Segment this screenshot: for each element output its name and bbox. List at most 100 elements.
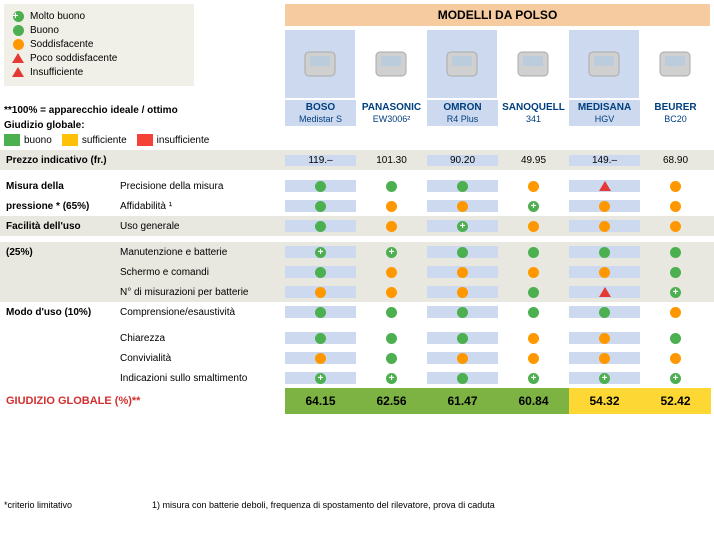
row-label-criterion: Comprensione/esaustività bbox=[120, 307, 285, 318]
giudizio-label: Giudizio globale: bbox=[4, 120, 85, 131]
data-cell bbox=[569, 306, 640, 318]
row-label-criterion: Convivialità bbox=[120, 353, 285, 364]
data-cell: 119.– bbox=[285, 155, 356, 166]
brand-name: PANASONIC bbox=[358, 102, 425, 113]
device-icon bbox=[300, 44, 340, 84]
global-row: GIUDIZIO GLOBALE (%)**64.1562.5661.4760.… bbox=[0, 388, 714, 414]
device-icon bbox=[655, 44, 695, 84]
data-cell bbox=[498, 286, 569, 298]
data-row: Chiarezza bbox=[0, 328, 714, 348]
footnote-b: 1) misura con batterie deboli, frequenza… bbox=[152, 500, 495, 510]
data-cell bbox=[569, 286, 640, 298]
swatch bbox=[4, 134, 20, 146]
global-score: 52.42 bbox=[640, 388, 711, 414]
row-label-criterion: Uso generale bbox=[120, 221, 285, 232]
legend-label: Poco soddisfacente bbox=[30, 53, 117, 64]
data-cell bbox=[569, 246, 640, 258]
device-icon bbox=[371, 44, 411, 84]
data-cell bbox=[356, 220, 427, 232]
legend-item: Insufficiente bbox=[12, 66, 186, 78]
row-label-criterion: Chiarezza bbox=[120, 333, 285, 344]
data-row: Facilità dell'usoUso generale + bbox=[0, 216, 714, 236]
brand-cell: SANOQUELL341 bbox=[498, 100, 569, 126]
row-label-group: (25%) bbox=[0, 247, 120, 258]
data-cell bbox=[356, 200, 427, 212]
row-label-group: Misura della bbox=[0, 181, 120, 192]
row-label-group: pressione * (65%) bbox=[0, 201, 120, 212]
data-cell bbox=[356, 332, 427, 344]
legend-box: +Molto buonoBuonoSoddisfacentePoco soddi… bbox=[4, 4, 194, 86]
data-cell bbox=[356, 180, 427, 192]
footnotes: *criterio limitativo 1) misura con batte… bbox=[4, 500, 704, 510]
global-score: 54.32 bbox=[569, 388, 640, 414]
row-label-criterion: Precisione della misura bbox=[120, 181, 285, 192]
product-image bbox=[498, 30, 569, 98]
data-cell bbox=[427, 286, 498, 298]
swatch bbox=[137, 134, 153, 146]
model-name: Medistar S bbox=[287, 114, 354, 124]
data-row: pressione * (65%)Affidabilità ¹ + bbox=[0, 196, 714, 216]
data-cell bbox=[427, 200, 498, 212]
data-cell bbox=[285, 266, 356, 278]
device-icon bbox=[584, 44, 624, 84]
brand-name: SANOQUELL bbox=[500, 102, 567, 113]
legend-item: +Molto buono bbox=[12, 10, 186, 22]
global-score: 62.56 bbox=[356, 388, 427, 414]
brand-name: BOSO bbox=[287, 102, 354, 113]
product-image bbox=[640, 30, 711, 98]
row-label-criterion: Manutenzione e batterie bbox=[120, 247, 285, 258]
data-cell bbox=[427, 352, 498, 364]
data-cell: 90.20 bbox=[427, 155, 498, 166]
data-row: (25%)Manutenzione e batterie++ bbox=[0, 242, 714, 262]
data-cell bbox=[569, 220, 640, 232]
data-cell bbox=[640, 352, 711, 364]
data-cell bbox=[640, 200, 711, 212]
data-cell bbox=[427, 306, 498, 318]
brand-cell: PANASONICEW3006² bbox=[356, 100, 427, 126]
data-cell bbox=[498, 352, 569, 364]
data-cell bbox=[640, 332, 711, 344]
product-image bbox=[285, 30, 356, 98]
product-image bbox=[356, 30, 427, 98]
global-label: GIUDIZIO GLOBALE (%)** bbox=[0, 395, 285, 407]
data-cell: + bbox=[640, 286, 711, 298]
data-cell bbox=[640, 180, 711, 192]
row-label-criterion: N° di misurazioni per batterie bbox=[120, 287, 285, 298]
legend-item: Poco soddisfacente bbox=[12, 52, 186, 64]
global-score: 61.47 bbox=[427, 388, 498, 414]
data-cell bbox=[569, 180, 640, 192]
data-cell: + bbox=[427, 220, 498, 232]
data-row: Schermo e comandi bbox=[0, 262, 714, 282]
data-cell: + bbox=[356, 372, 427, 384]
row-label-criterion: Affidabilità ¹ bbox=[120, 201, 285, 212]
header-title: MODELLI DA POLSO bbox=[285, 4, 710, 26]
data-row: Prezzo indicativo (fr.)119.–101.3090.204… bbox=[0, 150, 714, 170]
data-cell bbox=[356, 306, 427, 318]
brand-cell: MEDISANAHGV bbox=[569, 100, 640, 126]
global-score: 64.15 bbox=[285, 388, 356, 414]
footnote-a: *criterio limitativo bbox=[4, 500, 72, 510]
data-cell bbox=[285, 200, 356, 212]
row-label-criterion: Schermo e comandi bbox=[120, 267, 285, 278]
row-label-group: Facilità dell'uso bbox=[0, 221, 120, 232]
brand-name: BEURER bbox=[642, 102, 709, 113]
data-cell: 49.95 bbox=[498, 155, 569, 166]
data-cell bbox=[356, 266, 427, 278]
data-cell bbox=[427, 246, 498, 258]
legend-label: Soddisfacente bbox=[30, 39, 93, 50]
data-cell bbox=[569, 266, 640, 278]
data-cell bbox=[569, 352, 640, 364]
model-name: BC20 bbox=[642, 114, 709, 124]
model-name: 341 bbox=[500, 114, 567, 124]
data-cell bbox=[356, 352, 427, 364]
data-cell bbox=[285, 332, 356, 344]
data-cell bbox=[285, 180, 356, 192]
data-cell: 68.90 bbox=[640, 155, 711, 166]
data-cell bbox=[285, 220, 356, 232]
data-cell bbox=[498, 180, 569, 192]
data-cell: + bbox=[356, 246, 427, 258]
brand-cell: BOSOMedistar S bbox=[285, 100, 356, 126]
data-cell: + bbox=[498, 200, 569, 212]
data-area: Prezzo indicativo (fr.)119.–101.3090.204… bbox=[0, 150, 714, 414]
product-image bbox=[569, 30, 640, 98]
